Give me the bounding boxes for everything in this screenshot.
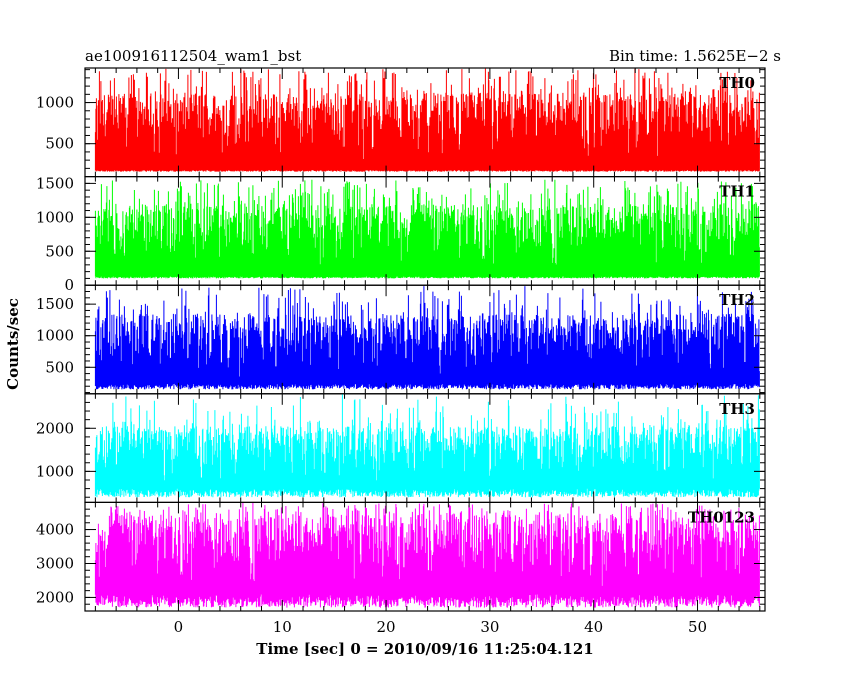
x-axis-label: Time [sec] 0 = 2010/09/16 11:25:04.121: [256, 640, 593, 658]
y-tick-label-th0123: 4000: [36, 521, 74, 539]
series-th2: [94, 286, 760, 390]
y-axis-label: Counts/sec: [4, 298, 22, 390]
x-tick-label: 30: [480, 618, 499, 636]
series-th0123: [94, 502, 760, 608]
panel-th0123: 2000 3000 4000 TH0123: [36, 501, 766, 612]
series-th3: [94, 394, 760, 498]
series-th1: [94, 179, 760, 279]
y-tick-label-th0123: 3000: [36, 554, 74, 572]
y-tick-label-th1: 0: [64, 276, 74, 294]
panel-th0: 500 1000 TH0: [36, 67, 766, 178]
y-tick-label-th2: 1500: [36, 295, 74, 313]
panel-th3: 1000 2000 TH3: [36, 393, 766, 503]
panel-label-th1: TH1: [719, 183, 755, 201]
panel-label-th0: TH0: [719, 74, 755, 92]
panel-label-th2: TH2: [719, 291, 755, 309]
y-tick-label-th0: 500: [45, 135, 74, 153]
x-tick-label: 20: [377, 618, 396, 636]
panel-label-th3: TH3: [719, 400, 755, 418]
y-tick-label-th3: 2000: [36, 419, 74, 437]
y-tick-label-th1: 1500: [36, 174, 74, 192]
y-tick-label-th0123: 2000: [36, 588, 74, 606]
panel-th1: 0 500 1000 1500 TH1: [36, 174, 766, 294]
y-tick-label-th2: 1000: [36, 327, 74, 345]
x-tick-label: 50: [688, 618, 707, 636]
y-tick-label-th3: 1000: [36, 462, 74, 480]
panel-th2: 500 1000 1500 TH2: [36, 284, 766, 395]
panel-label-th0123: TH0123: [688, 508, 755, 526]
chart-title: ae100916112504_wam1_bst: [85, 47, 301, 65]
y-tick-label-th1: 500: [45, 242, 74, 260]
bin-time-label: Bin time: 1.5625E−2 s: [609, 47, 781, 65]
x-tick-label: 40: [584, 618, 603, 636]
x-tick-label: 10: [273, 618, 292, 636]
series-th0: [94, 68, 760, 172]
y-tick-label-th1: 1000: [36, 208, 74, 226]
y-tick-label-th2: 500: [45, 358, 74, 376]
y-tick-label-th0: 1000: [36, 94, 74, 112]
x-tick-label: 0: [174, 618, 184, 636]
